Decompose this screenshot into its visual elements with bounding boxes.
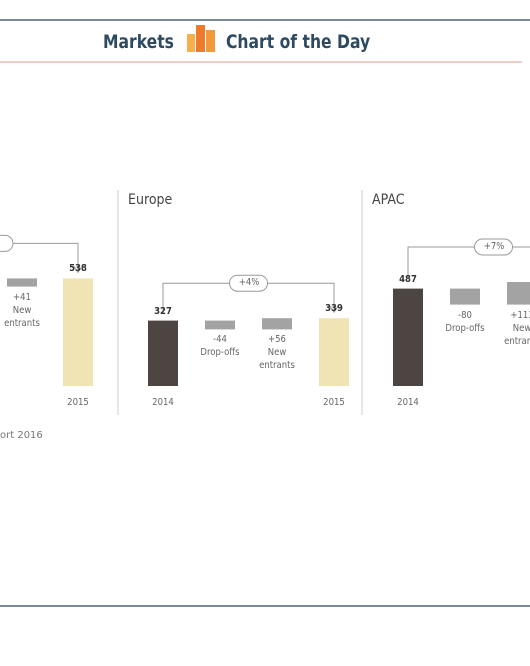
growth-bubble: [474, 238, 513, 256]
value-label: +41: [13, 291, 31, 303]
value-label: 339: [325, 303, 343, 315]
category-label: 2015: [323, 397, 345, 408]
delta-bar: [7, 278, 37, 287]
value-label: 487: [399, 273, 417, 285]
growth-arrow: [73, 266, 83, 274]
value-label: -80: [458, 309, 472, 321]
logo: [187, 25, 215, 52]
delta-bar: [507, 282, 530, 305]
total-bar: [63, 278, 93, 386]
chart: [0, 234, 93, 386]
category-label: 2014: [152, 397, 174, 408]
chart: [393, 238, 530, 386]
total-bar: [319, 318, 349, 386]
header-left: Markets: [103, 31, 174, 53]
growth-label: +4%: [238, 277, 259, 289]
delta-bar: [205, 320, 235, 330]
category-label: 2015: [67, 397, 89, 408]
total-bar: [393, 288, 423, 386]
value-label: 327: [154, 305, 172, 317]
growth-arrow: [329, 305, 339, 314]
value-label: +56: [268, 334, 286, 346]
value-label: -44: [213, 334, 227, 346]
value-label: +113: [510, 309, 530, 321]
growth-bubble: [229, 274, 268, 292]
chart: [148, 274, 349, 386]
category-label: Drop-offs: [445, 322, 485, 334]
chart-panel: Europe 327 2014 -44 Drop-offs +56 New entrants…: [118, 180, 362, 430]
chart-title: APAC: [372, 192, 405, 208]
category-label: Drop-offs: [200, 347, 240, 359]
category-label: New entrants: [4, 304, 40, 329]
chart-title: Europe: [128, 192, 173, 208]
delta-bar: [450, 288, 480, 305]
total-bar: [148, 320, 178, 386]
growth-label: %: [0, 236, 21, 249]
category-label: 2014: [397, 397, 419, 408]
growth-label: +7%: [483, 241, 504, 252]
growth-bubble: [0, 234, 14, 252]
growth-bracket: [0, 242, 79, 272]
source: ort 2016: [0, 430, 43, 441]
header-right: Chart of the Day: [226, 31, 371, 53]
value-label: 538: [69, 263, 87, 275]
category-label: New entrants: [504, 322, 530, 347]
category-label: New entrants: [259, 347, 295, 372]
delta-bar: [262, 318, 292, 330]
